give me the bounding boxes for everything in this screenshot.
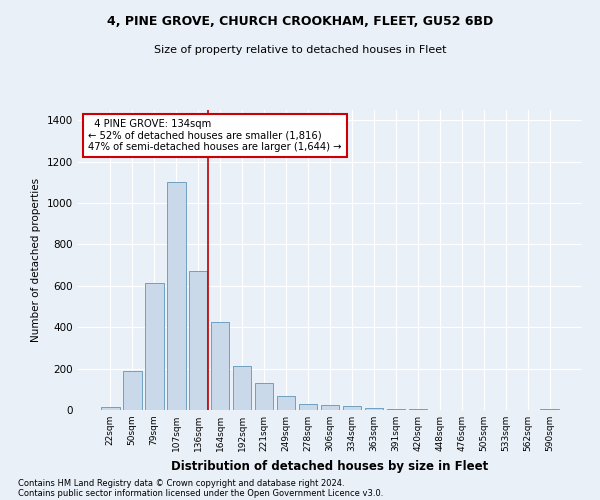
- Bar: [123, 370, 142, 410]
- Text: 4 PINE GROVE: 134sqm
← 52% of detached houses are smaller (1,816)
47% of semi-de: 4 PINE GROVE: 134sqm ← 52% of detached h…: [88, 119, 341, 152]
- Bar: [255, 383, 274, 410]
- Bar: [189, 272, 208, 410]
- Bar: [233, 366, 251, 410]
- Bar: [211, 322, 229, 410]
- Bar: [365, 408, 383, 410]
- Text: 4, PINE GROVE, CHURCH CROOKHAM, FLEET, GU52 6BD: 4, PINE GROVE, CHURCH CROOKHAM, FLEET, G…: [107, 15, 493, 28]
- Bar: [386, 408, 405, 410]
- Text: Contains HM Land Registry data © Crown copyright and database right 2024.: Contains HM Land Registry data © Crown c…: [18, 478, 344, 488]
- Bar: [320, 405, 340, 410]
- Text: Size of property relative to detached houses in Fleet: Size of property relative to detached ho…: [154, 45, 446, 55]
- Bar: [167, 182, 185, 410]
- Bar: [145, 283, 164, 410]
- Bar: [101, 407, 119, 410]
- Bar: [541, 409, 559, 410]
- X-axis label: Distribution of detached houses by size in Fleet: Distribution of detached houses by size …: [172, 460, 488, 472]
- Y-axis label: Number of detached properties: Number of detached properties: [31, 178, 41, 342]
- Bar: [299, 404, 317, 410]
- Text: Contains public sector information licensed under the Open Government Licence v3: Contains public sector information licen…: [18, 488, 383, 498]
- Bar: [343, 406, 361, 410]
- Bar: [277, 396, 295, 410]
